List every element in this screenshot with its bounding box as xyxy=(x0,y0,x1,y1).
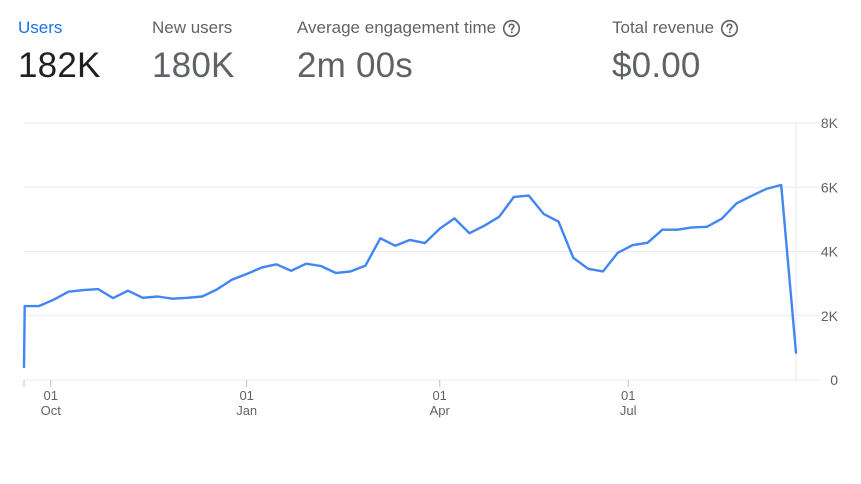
metric-value-total-revenue: $0.00 xyxy=(612,46,701,85)
data-point[interactable] xyxy=(142,297,144,299)
data-point[interactable] xyxy=(453,217,455,219)
data-point[interactable] xyxy=(676,229,678,231)
data-point[interactable] xyxy=(97,288,99,290)
data-point[interactable] xyxy=(795,352,797,354)
metric-label-average-engagement-time: Average engagement time xyxy=(297,16,521,40)
data-point[interactable] xyxy=(528,194,530,196)
data-point[interactable] xyxy=(364,264,366,266)
data-point[interactable] xyxy=(409,239,411,241)
data-point[interactable] xyxy=(765,188,767,190)
data-point[interactable] xyxy=(661,229,663,231)
data-point[interactable] xyxy=(691,226,693,228)
x-tick-day-label: 01 xyxy=(432,388,446,403)
data-point[interactable] xyxy=(186,297,188,299)
data-point[interactable] xyxy=(156,295,158,297)
data-point[interactable] xyxy=(320,265,322,267)
data-point[interactable] xyxy=(53,299,55,301)
metric-card-average-engagement-time[interactable]: Average engagement time 2m 00s xyxy=(297,16,521,86)
y-tick-label: 4K xyxy=(821,244,839,260)
metric-card-new-users[interactable]: New users 180K xyxy=(152,16,235,86)
data-point[interactable] xyxy=(260,266,262,268)
data-point[interactable] xyxy=(587,268,589,270)
x-tick-day-label: 01 xyxy=(621,388,635,403)
data-point[interactable] xyxy=(201,295,203,297)
metric-label-users: Users xyxy=(18,16,101,40)
y-tick-label: 8K xyxy=(821,115,839,131)
gridlines xyxy=(23,122,820,387)
data-point[interactable] xyxy=(439,228,441,230)
data-point[interactable] xyxy=(780,184,782,186)
metric-card-total-revenue[interactable]: Total revenue $0.00 xyxy=(612,16,739,86)
data-point[interactable] xyxy=(23,366,25,368)
y-axis-ticks: 0 2K 4K 6K 8K xyxy=(821,115,839,388)
data-point[interactable] xyxy=(24,305,26,307)
data-point[interactable] xyxy=(335,272,337,274)
data-point[interactable] xyxy=(498,216,500,218)
x-tick-month-label: Apr xyxy=(430,403,451,418)
data-point[interactable] xyxy=(231,279,233,281)
metric-card-users[interactable]: Users 182K xyxy=(18,16,101,86)
x-tick-month-label: Oct xyxy=(41,403,62,418)
data-point[interactable] xyxy=(617,252,619,254)
data-point[interactable] xyxy=(557,220,559,222)
metric-value-users: 182K xyxy=(18,46,101,85)
data-point[interactable] xyxy=(305,263,307,265)
data-point[interactable] xyxy=(513,196,515,198)
data-point[interactable] xyxy=(572,257,574,259)
metric-label-text: Average engagement time xyxy=(297,18,497,37)
help-circle-icon[interactable] xyxy=(720,19,739,38)
help-circle-icon[interactable] xyxy=(502,19,521,38)
data-point[interactable] xyxy=(379,237,381,239)
metric-label-total-revenue: Total revenue xyxy=(612,16,739,40)
x-tick-month-label: Jul xyxy=(620,403,637,418)
data-point[interactable] xyxy=(721,218,723,220)
x-tick-day-label: 01 xyxy=(239,388,253,403)
y-tick-label: 6K xyxy=(821,179,839,195)
series xyxy=(22,183,798,369)
data-point[interactable] xyxy=(735,202,737,204)
data-point[interactable] xyxy=(349,270,351,272)
x-tick-day-label: 01 xyxy=(43,388,57,403)
data-point[interactable] xyxy=(468,232,470,234)
data-point[interactable] xyxy=(483,225,485,227)
metric-label-text: New users xyxy=(152,18,233,37)
x-tick-month-label: Jan xyxy=(236,403,257,418)
data-point[interactable] xyxy=(67,291,69,293)
data-point[interactable] xyxy=(646,242,648,244)
data-point[interactable] xyxy=(542,213,544,215)
y-tick-label: 0 xyxy=(830,372,838,388)
data-point[interactable] xyxy=(394,245,396,247)
data-point[interactable] xyxy=(290,270,292,272)
metric-label-new-users: New users xyxy=(152,16,235,40)
series-line-users xyxy=(22,183,798,369)
data-point[interactable] xyxy=(275,263,277,265)
data-point[interactable] xyxy=(38,305,40,307)
metric-value-average-engagement-time: 2m 00s xyxy=(297,46,413,85)
data-point[interactable] xyxy=(602,270,604,272)
data-point[interactable] xyxy=(112,297,114,299)
data-point[interactable] xyxy=(246,273,248,275)
data-point[interactable] xyxy=(750,195,752,197)
metric-cards: Users 182K New users 180K Average engage… xyxy=(0,0,861,100)
metric-value-new-users: 180K xyxy=(152,46,235,85)
y-tick-label: 2K xyxy=(821,308,839,324)
data-point[interactable] xyxy=(632,244,634,246)
users-line-chart: 0 2K 4K 6K 8K 01 Oct 01 Jan 01 Apr 01 Jul xyxy=(0,100,861,440)
metric-label-text: Total revenue xyxy=(612,18,715,37)
metric-label-text: Users xyxy=(18,18,63,37)
data-point[interactable] xyxy=(171,298,173,300)
data-point[interactable] xyxy=(82,289,84,291)
data-point[interactable] xyxy=(424,242,426,244)
data-point[interactable] xyxy=(706,226,708,228)
data-point[interactable] xyxy=(127,290,129,292)
data-point[interactable] xyxy=(216,288,218,290)
